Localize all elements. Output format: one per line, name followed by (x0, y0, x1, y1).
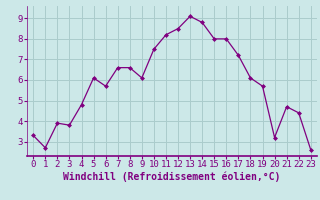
X-axis label: Windchill (Refroidissement éolien,°C): Windchill (Refroidissement éolien,°C) (63, 172, 281, 182)
